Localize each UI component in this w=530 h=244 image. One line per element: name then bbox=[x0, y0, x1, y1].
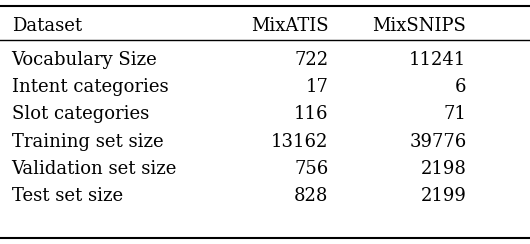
Text: 828: 828 bbox=[294, 187, 329, 205]
Text: MixSNIPS: MixSNIPS bbox=[373, 17, 466, 35]
Text: Vocabulary Size: Vocabulary Size bbox=[12, 51, 157, 69]
Text: MixATIS: MixATIS bbox=[251, 17, 329, 35]
Text: 11241: 11241 bbox=[409, 51, 466, 69]
Text: Slot categories: Slot categories bbox=[12, 105, 149, 123]
Text: 116: 116 bbox=[294, 105, 329, 123]
Text: Training set size: Training set size bbox=[12, 133, 163, 151]
Text: Validation set size: Validation set size bbox=[12, 160, 177, 178]
Text: 2199: 2199 bbox=[420, 187, 466, 205]
Text: 6: 6 bbox=[455, 78, 466, 96]
Text: Intent categories: Intent categories bbox=[12, 78, 169, 96]
Text: Dataset: Dataset bbox=[12, 17, 82, 35]
Text: 17: 17 bbox=[306, 78, 329, 96]
Text: 2198: 2198 bbox=[420, 160, 466, 178]
Text: 756: 756 bbox=[294, 160, 329, 178]
Text: 71: 71 bbox=[444, 105, 466, 123]
Text: 39776: 39776 bbox=[409, 133, 466, 151]
Text: 722: 722 bbox=[295, 51, 329, 69]
Text: Test set size: Test set size bbox=[12, 187, 123, 205]
Text: 13162: 13162 bbox=[271, 133, 329, 151]
